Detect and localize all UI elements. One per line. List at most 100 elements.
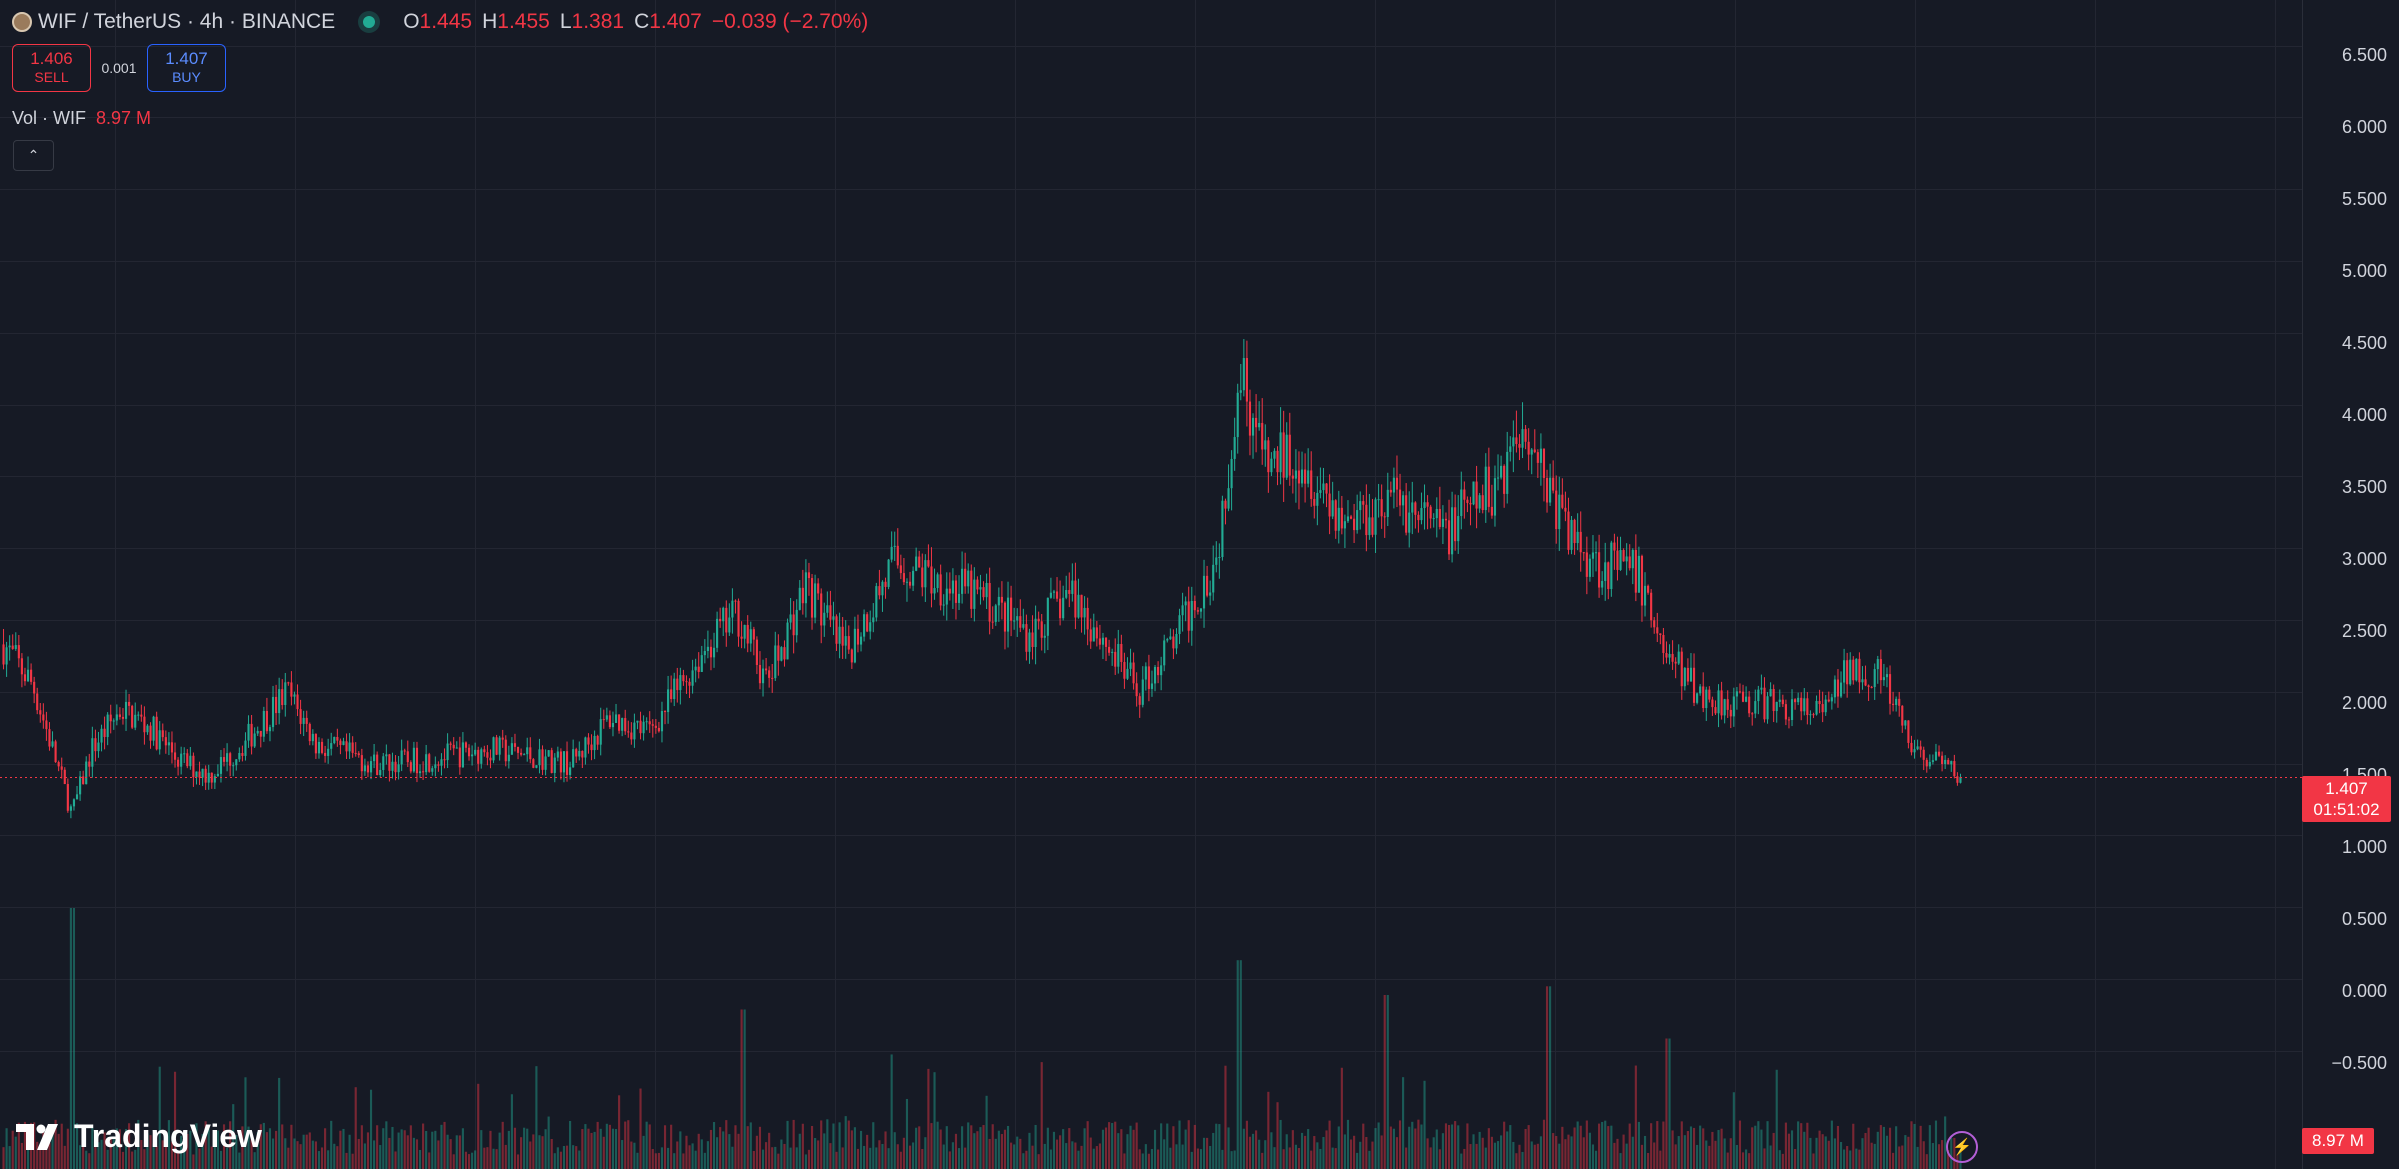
volume-bar xyxy=(1043,1143,1046,1169)
volume-bar xyxy=(1527,1125,1530,1169)
candle-body xyxy=(979,587,982,590)
volume-bar xyxy=(774,1146,777,1169)
volume-bar xyxy=(324,1128,327,1169)
volume-bar xyxy=(1555,1135,1558,1169)
candle-body xyxy=(106,714,109,738)
price-tick: 4.000 xyxy=(2341,405,2387,425)
volume-tag: 8.97 M xyxy=(2302,1128,2374,1154)
symbol-title[interactable]: WIF / TetherUS · 4h · BINANCE xyxy=(38,10,336,33)
candle-body xyxy=(516,746,520,753)
price-tick: 0.000 xyxy=(2341,981,2387,1001)
volume-bar xyxy=(88,1153,91,1169)
volume-legend[interactable]: Vol · WIF 8.97 M xyxy=(12,108,151,129)
volume-bar xyxy=(100,1139,103,1169)
candle-body xyxy=(523,754,526,756)
candle-body xyxy=(293,694,296,697)
candle-body xyxy=(1671,653,1674,662)
candle-body xyxy=(957,593,961,603)
volume-bar xyxy=(1071,1141,1074,1169)
candle-body xyxy=(1824,699,1827,713)
candle-body xyxy=(20,658,23,675)
volume-bar xyxy=(1751,1127,1754,1169)
volume-bar xyxy=(569,1120,572,1169)
candle-body xyxy=(1711,699,1714,708)
sell-button[interactable]: 1.406 SELL xyxy=(12,44,91,92)
volume-bar xyxy=(379,1145,382,1169)
candle-body xyxy=(673,678,676,700)
candle-body xyxy=(201,768,204,778)
candle-body xyxy=(1169,636,1172,640)
candle-body xyxy=(1276,450,1279,473)
candle-body xyxy=(1567,511,1570,550)
volume-bar xyxy=(584,1124,587,1169)
volume-bar xyxy=(241,1126,244,1169)
price-tick: 3.500 xyxy=(2341,477,2387,497)
candle-body xyxy=(1680,651,1683,687)
price-tick: 0.500 xyxy=(2341,909,2387,929)
trade-panel: 1.406 SELL 0.001 1.407 BUY xyxy=(12,44,226,92)
candle-body xyxy=(780,647,783,661)
candle-body xyxy=(660,711,664,732)
candle-body xyxy=(1291,475,1294,479)
volume-bar xyxy=(317,1151,321,1169)
candle-body xyxy=(1414,502,1417,515)
volume-bar xyxy=(967,1122,970,1169)
volume-bar xyxy=(513,1127,517,1169)
candle-body xyxy=(1000,596,1003,603)
volume-bar xyxy=(1839,1141,1843,1169)
volume-bar xyxy=(1086,1121,1089,1169)
candle-body xyxy=(348,742,351,752)
volume-bar xyxy=(1591,1144,1595,1169)
candle-body xyxy=(1846,660,1849,685)
candle-body xyxy=(1867,685,1870,687)
volume-bar xyxy=(97,1142,100,1169)
candle-body xyxy=(1135,683,1138,697)
candle-body xyxy=(1239,390,1242,393)
volume-bar xyxy=(939,1129,942,1169)
volume-bar xyxy=(1080,1145,1083,1169)
volume-bar xyxy=(578,1150,581,1169)
candle-body xyxy=(1922,749,1925,760)
volume-bar xyxy=(1101,1129,1105,1169)
volume-bar xyxy=(1824,1136,1827,1169)
candle-body xyxy=(155,716,158,750)
candle-body xyxy=(1362,501,1365,505)
candle-body xyxy=(406,751,409,763)
volume-bar xyxy=(1947,1149,1950,1169)
volume-bar xyxy=(1659,1150,1662,1169)
candle-body xyxy=(1019,616,1022,628)
candle-body xyxy=(492,737,495,761)
buy-button[interactable]: 1.407 BUY xyxy=(147,44,226,92)
candle-body xyxy=(1812,714,1815,716)
volume-bar xyxy=(731,1146,734,1169)
candle-body xyxy=(1398,489,1402,506)
volume-bar xyxy=(1493,1142,1497,1169)
volume-bar xyxy=(1763,1148,1766,1169)
volume-bar xyxy=(1172,1126,1175,1169)
candle-body xyxy=(731,600,734,618)
candle-body xyxy=(1616,550,1619,570)
volume-bar xyxy=(1031,1145,1034,1169)
tradingview-logo[interactable]: TradingView xyxy=(16,1118,262,1155)
volume-bar xyxy=(446,1134,449,1169)
lightning-icon[interactable]: ⚡ xyxy=(1946,1131,1978,1163)
candle-body xyxy=(1111,651,1114,653)
candle-body xyxy=(945,588,948,605)
volume-bar xyxy=(924,1137,927,1169)
candle-body xyxy=(443,759,446,761)
volume-bar xyxy=(492,1148,495,1169)
volume-bar xyxy=(1766,1121,1769,1169)
candle-body xyxy=(954,580,958,603)
volume-bar xyxy=(72,908,76,1169)
candle-body xyxy=(1959,776,1962,783)
volume-bar xyxy=(216,1130,219,1169)
volume-bar xyxy=(1049,1149,1052,1169)
candle-body xyxy=(1818,700,1821,705)
candle-body xyxy=(1071,580,1074,594)
volume-bar xyxy=(397,1132,400,1169)
candle-body xyxy=(1888,674,1892,704)
candle-body xyxy=(207,772,210,783)
collapse-legend-button[interactable]: ⌃ xyxy=(13,140,54,171)
candle-body xyxy=(755,639,758,665)
